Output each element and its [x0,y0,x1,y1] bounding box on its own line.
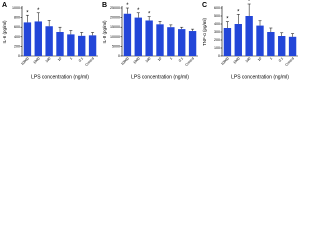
x-tick-label: 0.1 [178,56,184,62]
significance-marker: * [248,0,251,5]
y-tick-label: 400 [14,35,20,39]
bar [188,31,197,56]
panel-label: B [102,2,107,9]
x-axis-label: LPS concentration (ng/ml) [31,74,89,80]
y-tick-label: 100 [214,46,220,50]
y-tick-label: 15000 [110,25,120,29]
panel-label: A [2,2,7,9]
significance-marker: * [237,9,240,15]
x-axis-label: LPS concentration (ng/ml) [131,74,189,80]
bar [45,26,53,56]
panel-label: C [202,2,207,9]
bar [123,13,132,56]
y-tick-label: 0 [218,54,220,58]
y-tick-label: 500 [214,14,220,18]
y-tick-label: 800 [14,16,20,20]
x-tick-label: 1000 [32,56,40,64]
bar [156,24,164,56]
y-tick-label: 25000 [110,6,120,10]
bar [267,32,275,56]
x-axis-label: LPS concentration (ng/ml) [231,74,289,80]
y-tick-label: 10000 [110,35,120,39]
bar [78,35,86,56]
significance-marker: * [126,3,129,9]
significance-marker: * [137,8,140,14]
y-tick-label: 200 [214,38,220,42]
y-tick-label: 20000 [110,16,120,20]
bar [34,21,42,56]
x-tick-label: Control [284,56,295,67]
x-tick-label: 0.1 [278,56,284,62]
bar [67,34,75,56]
y-axis-label: TNF-α (pg/ml) [202,17,207,46]
x-tick-label: 0.1 [78,56,84,62]
x-tick-label: 100 [45,56,52,63]
bar [145,20,153,56]
x-tick-label: 100 [145,56,152,63]
x-tick-label: 10000 [220,56,230,66]
x-tick-label: 1 [169,56,173,60]
bar [23,22,32,56]
bar [88,35,97,56]
x-tick-label: 10000 [120,56,130,66]
x-tick-label: 1 [69,56,73,60]
bar [256,25,264,56]
x-tick-label: 10 [157,56,163,62]
x-tick-label: 10 [57,56,63,62]
x-tick-label: 1 [269,56,273,60]
y-axis-label: IL-6 (pg/ml) [2,20,7,44]
chart: A IL-6 (pg/ml) LPS concentration (ng/ml) 0 2… [2,0,298,80]
bar [178,29,186,56]
y-tick-label: 300 [214,30,220,34]
significance-marker: * [26,10,29,16]
x-tick-label: 10000 [20,56,30,66]
significance-marker: * [37,8,40,14]
y-axis-label: IL-8 (pg/ml) [102,20,107,44]
x-tick-label: 100 [245,56,252,63]
y-tick-label: 600 [14,25,20,29]
bar [288,36,297,56]
bar [134,17,142,57]
bar [223,28,232,56]
bar [234,24,242,56]
significance-marker: * [148,12,151,18]
y-tick-label: 5000 [112,44,120,48]
x-tick-label: Control [84,56,95,67]
bar [56,32,64,56]
x-tick-label: 10 [257,56,263,62]
y-tick-label: 1000 [12,6,20,10]
y-tick-label: 400 [214,22,220,26]
x-tick-label: 1000 [132,56,140,64]
y-tick-label: 0 [18,54,20,58]
significance-marker: * [226,17,229,23]
x-tick-label: 1000 [232,56,240,64]
bar [167,27,175,56]
y-tick-label: 200 [14,44,20,48]
bar [278,36,286,56]
y-tick-label: 0 [118,54,120,58]
bar [245,16,253,56]
x-tick-label: Control [184,56,195,67]
y-tick-label: 600 [214,6,220,10]
